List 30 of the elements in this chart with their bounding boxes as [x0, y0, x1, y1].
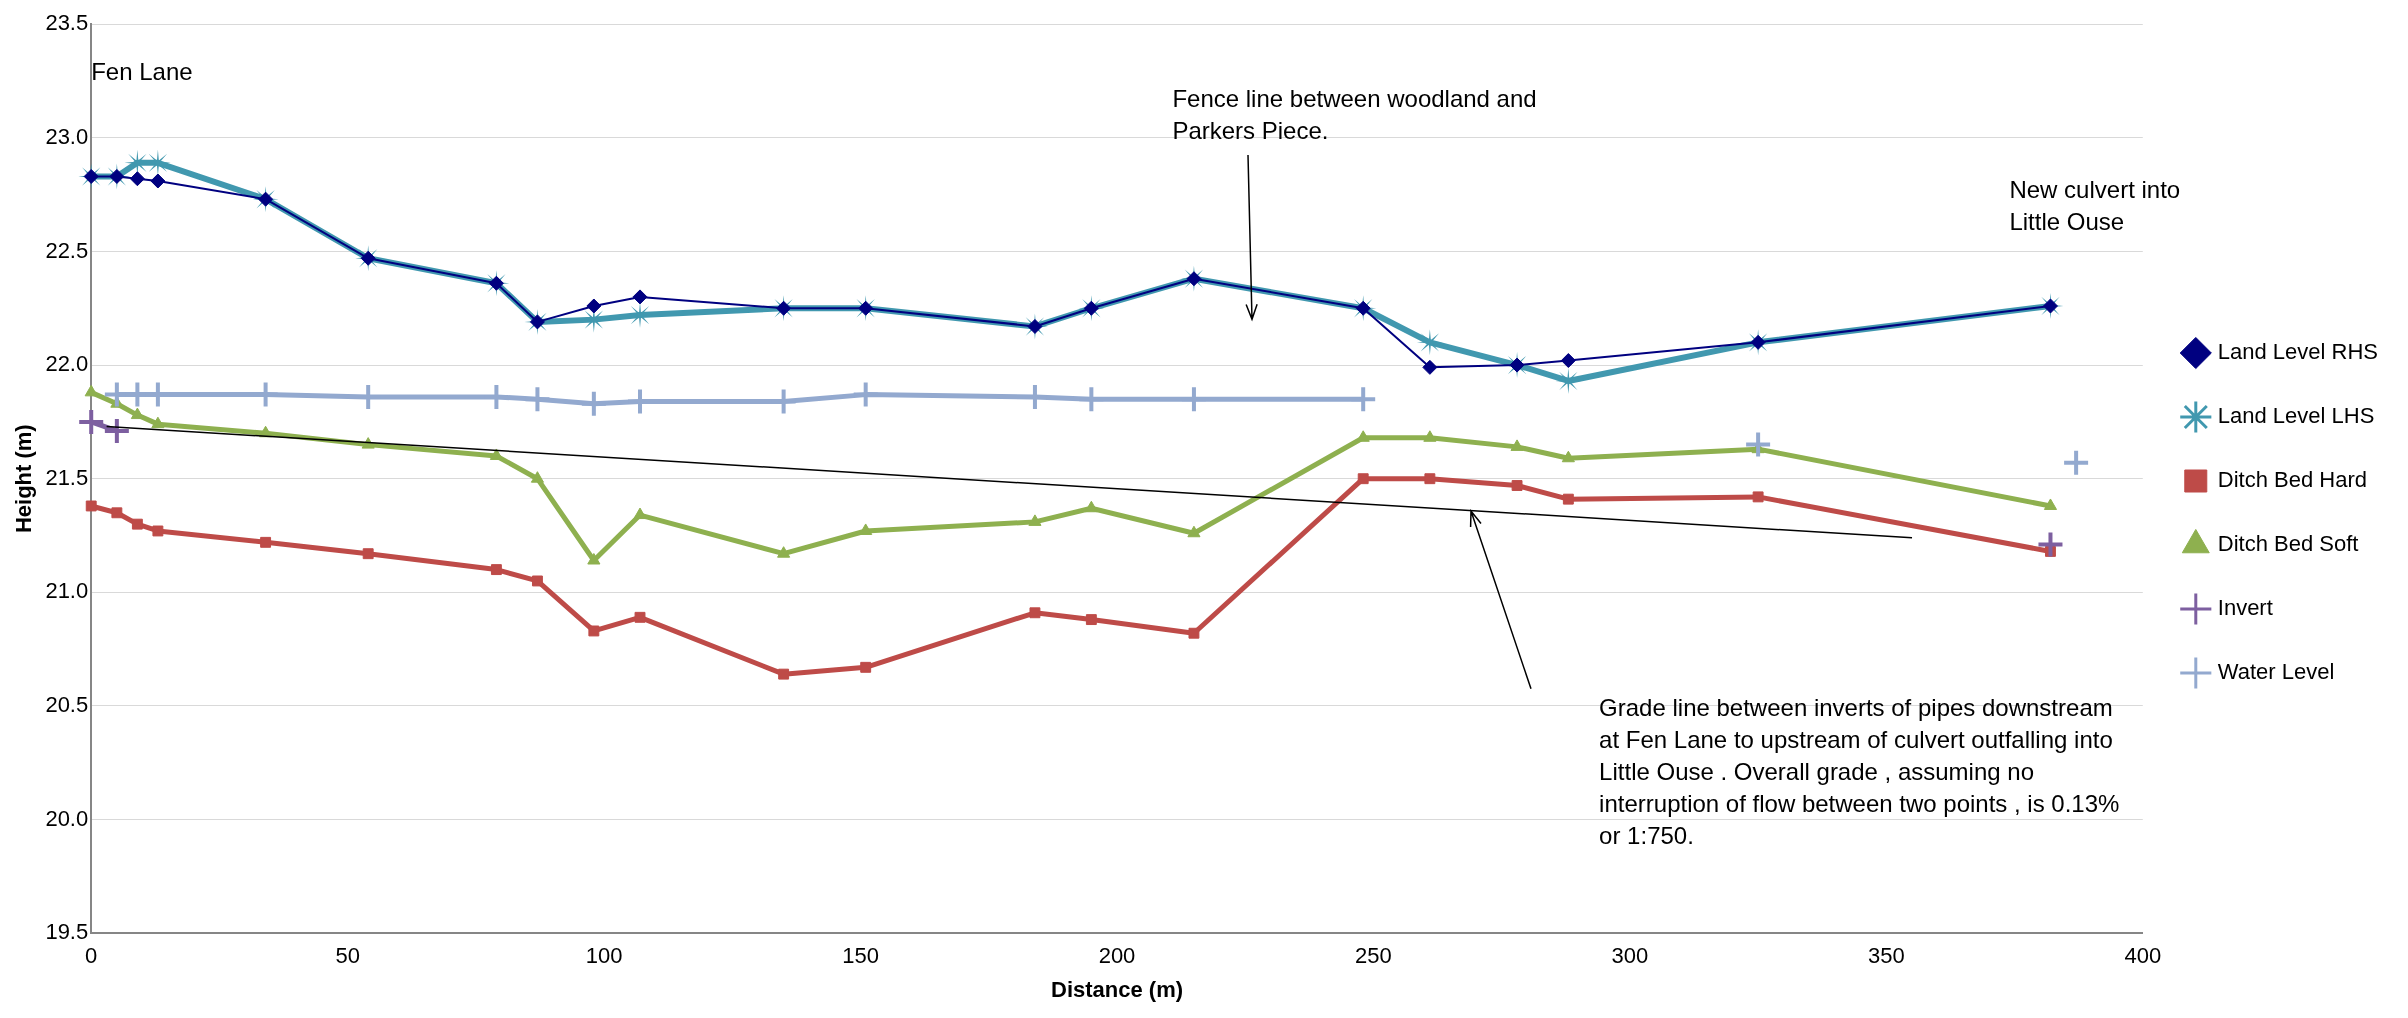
x-tick-label: 400: [2124, 943, 2162, 969]
y-tick-label: 22.0: [45, 351, 89, 377]
legend-label: Land Level RHS: [2217, 339, 2379, 365]
annotation: Fence line between woodland and Parkers Piece.: [1172, 84, 1538, 147]
y-tick-label: 22.5: [45, 237, 89, 263]
x-tick-label: 0: [85, 943, 98, 969]
y-tick-label: 21.0: [45, 578, 89, 604]
y-tick-label: 20.0: [45, 805, 89, 831]
y-tick-label: 21.5: [45, 464, 89, 490]
y-tick-label: 23.5: [45, 10, 89, 36]
x-tick-label: 100: [585, 943, 623, 969]
legend-label: Land Level LHS: [2217, 403, 2375, 429]
legend-label: Ditch Bed Hard: [2217, 467, 2367, 493]
y-axis-title: Height (m): [11, 424, 37, 534]
x-tick-label: 150: [842, 943, 879, 969]
x-tick-label: 50: [335, 943, 360, 969]
y-tick-label: 19.5: [45, 919, 89, 945]
legend-label: Invert: [2217, 595, 2273, 621]
y-tick-label: 23.0: [45, 123, 89, 149]
legend-label: Water Level: [2217, 659, 2335, 685]
x-tick-label: 200: [1098, 943, 1136, 969]
x-axis-title: Distance (m): [1050, 976, 1184, 1002]
annotation: New culvert into Little Ouse: [2009, 175, 2182, 238]
y-tick-label: 20.5: [45, 692, 89, 718]
annotation: Grade line between inverts of pipes downstream at Fen Lane to upstream of culvert outfalling into Little Ouse . Overall grade , assuming no interruption of flow between two points , is 0.13% or 1:750.: [1599, 693, 2121, 852]
x-tick-label: 250: [1355, 943, 1392, 969]
annotation: Fen Lane: [91, 57, 194, 87]
legend-label: Ditch Bed Soft: [2217, 531, 2359, 557]
x-tick-label: 300: [1611, 943, 1649, 969]
x-tick-label: 350: [1867, 943, 1905, 969]
